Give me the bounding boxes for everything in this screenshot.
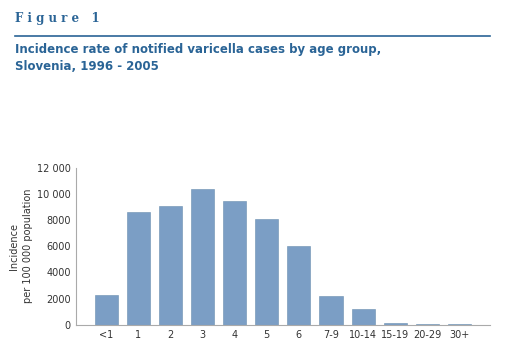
Bar (191, 188, 214, 325)
Text: Incidence rate of notified varicella cases by age group,
Slovenia, 1996 - 2005: Incidence rate of notified varicella cas… (15, 43, 381, 73)
Text: F i g u r e   1: F i g u r e 1 (15, 12, 100, 25)
Bar (351, 309, 375, 325)
Bar (127, 212, 150, 325)
Bar (416, 324, 439, 325)
Bar (384, 323, 407, 325)
Bar (223, 201, 246, 325)
Bar (159, 206, 182, 325)
Bar (448, 324, 471, 325)
Y-axis label: Incidence
per 100 000 population: Incidence per 100 000 population (9, 189, 33, 303)
Bar (320, 296, 342, 325)
Bar (287, 246, 311, 325)
Bar (94, 295, 118, 325)
Bar (255, 219, 278, 325)
